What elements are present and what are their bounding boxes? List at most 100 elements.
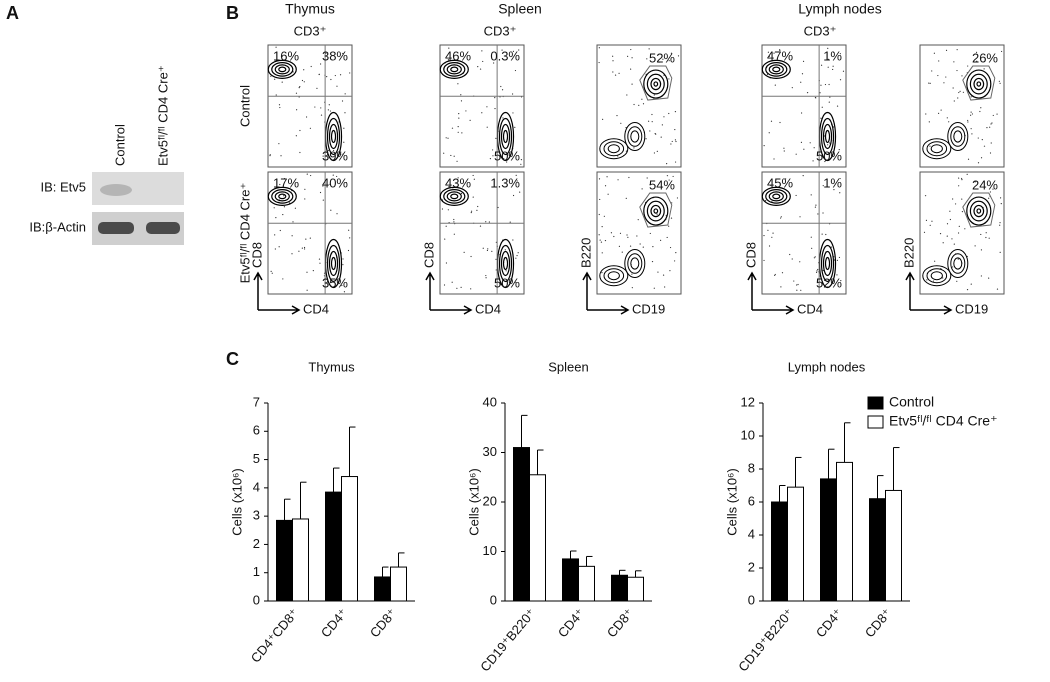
contour: [646, 200, 665, 222]
event-dot: [306, 271, 308, 273]
contour: [443, 189, 466, 204]
quadrant-percent: 46%: [445, 48, 471, 63]
event-dot: [768, 55, 770, 57]
event-dot: [515, 257, 517, 259]
axis-label: B220: [578, 238, 593, 268]
event-dot: [278, 143, 280, 145]
axis-arrow: [905, 271, 953, 315]
event-dot: [658, 61, 660, 63]
event-dot: [612, 71, 614, 73]
event-dot: [800, 141, 803, 143]
event-dot: [943, 82, 945, 84]
event-dot: [453, 221, 455, 223]
event-dot: [822, 212, 824, 214]
contour: [603, 268, 625, 284]
contour: [643, 196, 669, 226]
event-dot: [648, 120, 650, 122]
event-dot: [828, 83, 830, 86]
event-dot: [612, 55, 614, 57]
event-dot: [482, 60, 484, 63]
gate-label: CD3⁺: [804, 23, 837, 38]
event-dot: [465, 110, 467, 112]
event-dot: [928, 121, 930, 123]
event-dot: [320, 114, 323, 116]
event-dot: [515, 174, 517, 176]
event-dot: [269, 154, 271, 156]
event-dot: [952, 198, 954, 200]
event-dot: [291, 253, 293, 255]
event-dot: [509, 221, 511, 223]
event-dot: [967, 119, 969, 122]
event-dot: [970, 114, 972, 116]
event-dot: [607, 193, 609, 195]
quadrant-percent: 0.3%: [490, 48, 520, 63]
event-dot: [282, 213, 284, 216]
event-dot: [518, 49, 520, 51]
event-dot: [512, 239, 514, 241]
contour: [500, 123, 511, 150]
event-dot: [946, 117, 948, 119]
event-dot: [274, 78, 276, 80]
event-dot: [781, 272, 784, 274]
y-tick-label: 10: [741, 427, 755, 442]
contour: [772, 193, 781, 200]
contour: [274, 191, 290, 202]
event-dot: [814, 256, 816, 258]
event-dot: [1000, 50, 1003, 53]
event-dot: [633, 103, 635, 106]
y-tick-label: 2: [253, 536, 260, 551]
axis-label: B220: [901, 238, 916, 268]
contour: [926, 268, 948, 284]
event-dot: [666, 163, 668, 165]
event-dot: [780, 216, 782, 218]
contour: [278, 193, 287, 200]
event-dot: [503, 158, 505, 160]
event-dot: [487, 248, 489, 250]
event-dot: [326, 76, 328, 78]
event-dot: [832, 65, 834, 67]
event-dot: [501, 49, 503, 51]
contour: [643, 69, 669, 99]
event-dot: [820, 117, 822, 119]
event-dot: [668, 112, 670, 115]
bar: [292, 518, 309, 602]
event-dot: [672, 175, 674, 178]
event-dot: [469, 119, 471, 121]
event-dot: [279, 183, 281, 186]
event-dot: [842, 70, 845, 72]
event-dot: [989, 126, 991, 128]
gate-percent: 26%: [972, 50, 998, 65]
contour: [922, 138, 952, 160]
event-dot: [956, 49, 958, 51]
contour: [761, 186, 791, 206]
quadrant-percent: 38%: [322, 48, 348, 63]
event-dot: [799, 261, 801, 263]
event-dot: [334, 74, 336, 77]
axis-label: CD8: [421, 242, 436, 268]
event-dot: [924, 195, 927, 197]
gate-label: CD3⁺: [484, 23, 517, 38]
event-dot: [485, 277, 487, 279]
event-dot: [486, 106, 488, 108]
event-dot: [811, 247, 813, 249]
chart-title: Lymph nodes: [788, 359, 866, 374]
event-dot: [824, 83, 827, 86]
event-dot: [934, 260, 936, 262]
event-dot: [991, 122, 993, 124]
event-dot: [976, 60, 978, 62]
event-dot: [631, 83, 633, 85]
event-dot: [796, 289, 798, 291]
contour: [950, 126, 966, 147]
event-dot: [329, 183, 331, 185]
event-dot: [774, 273, 776, 276]
event-dot: [481, 112, 483, 114]
event-dot: [282, 278, 284, 280]
event-dot: [829, 96, 831, 98]
event-dot: [631, 273, 633, 275]
event-dot: [631, 287, 633, 289]
lane-label: Etv5ᶠˡ/ᶠˡ CD4 Cre⁺: [155, 65, 170, 166]
axis-arrow: [253, 271, 301, 315]
event-dot: [291, 235, 293, 237]
contour: [271, 189, 294, 204]
event-dot: [633, 147, 635, 149]
